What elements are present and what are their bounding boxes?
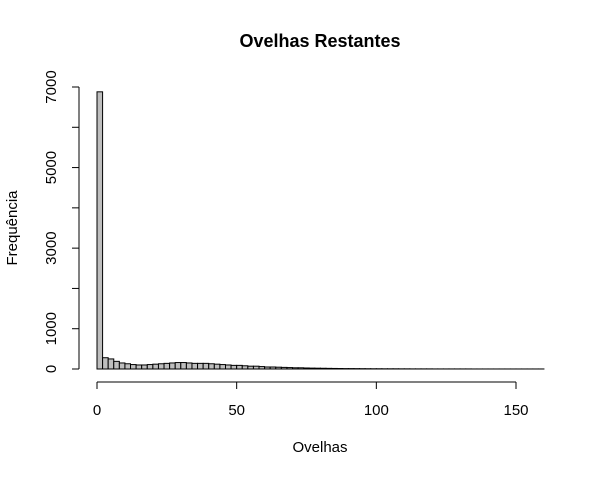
histogram-bar bbox=[152, 363, 159, 370]
histogram-bar bbox=[286, 367, 294, 370]
y-tick-label: 0 bbox=[43, 365, 60, 373]
histogram-bar bbox=[113, 360, 120, 370]
histogram-bar bbox=[135, 364, 143, 370]
x-axis: 0 50 100 150 bbox=[93, 381, 529, 419]
histogram-bar bbox=[185, 362, 193, 370]
histogram-bar bbox=[230, 364, 238, 370]
histogram-bar bbox=[292, 367, 299, 370]
x-tick-label: 0 bbox=[93, 402, 101, 419]
bars-group bbox=[96, 91, 545, 370]
histogram-bar bbox=[157, 363, 165, 370]
histogram-bar bbox=[236, 364, 243, 370]
histogram-bar bbox=[107, 358, 115, 370]
histogram-bar bbox=[303, 367, 310, 370]
y-tick-label: 7000 bbox=[43, 70, 60, 103]
histogram-bar bbox=[252, 365, 260, 370]
histogram-bar bbox=[308, 367, 316, 370]
x-tick-label: 50 bbox=[228, 402, 245, 419]
histogram-bar bbox=[163, 362, 171, 370]
histogram-bar bbox=[241, 365, 249, 370]
histogram-bar bbox=[130, 364, 137, 370]
histogram-bar bbox=[169, 362, 176, 370]
histogram-bar bbox=[275, 366, 282, 370]
histogram-bar bbox=[319, 367, 327, 370]
histogram-bar bbox=[180, 362, 187, 370]
y-tick-label: 3000 bbox=[43, 231, 60, 264]
histogram-bar bbox=[174, 362, 182, 370]
histogram-bar bbox=[219, 364, 227, 370]
y-tick-label: 1000 bbox=[43, 312, 60, 345]
histogram-bar bbox=[280, 366, 288, 370]
histogram-bar bbox=[314, 367, 321, 370]
histogram-bar bbox=[141, 364, 148, 370]
histogram-bar bbox=[124, 363, 132, 370]
histogram-bar bbox=[197, 362, 204, 370]
x-tick-label: 150 bbox=[503, 402, 528, 419]
histogram-bar bbox=[146, 364, 154, 370]
x-tick-label: 100 bbox=[364, 402, 389, 419]
histogram-bar bbox=[264, 366, 271, 370]
histogram-bar bbox=[247, 365, 254, 370]
histogram-bar bbox=[202, 362, 210, 370]
histogram-bar bbox=[96, 91, 104, 370]
histogram-bar bbox=[331, 367, 338, 370]
histogram-bar bbox=[102, 357, 109, 370]
histogram-bar bbox=[118, 362, 126, 370]
y-tick-label: 5000 bbox=[43, 151, 60, 184]
y-axis: 0 1000 3000 5000 7000 bbox=[43, 70, 80, 373]
histogram-bar bbox=[297, 367, 305, 370]
x-axis-label: Ovelhas bbox=[292, 439, 347, 456]
histogram-bar bbox=[213, 363, 221, 370]
histogram-bar bbox=[208, 363, 215, 370]
y-axis-label: Frequência bbox=[4, 190, 21, 266]
chart-title: Ovelhas Restantes bbox=[239, 31, 400, 51]
histogram-bar bbox=[325, 367, 333, 370]
histogram-bar bbox=[258, 366, 266, 370]
histogram-bar bbox=[269, 366, 277, 370]
histogram-bar bbox=[191, 362, 199, 370]
histogram-bar bbox=[224, 364, 232, 370]
